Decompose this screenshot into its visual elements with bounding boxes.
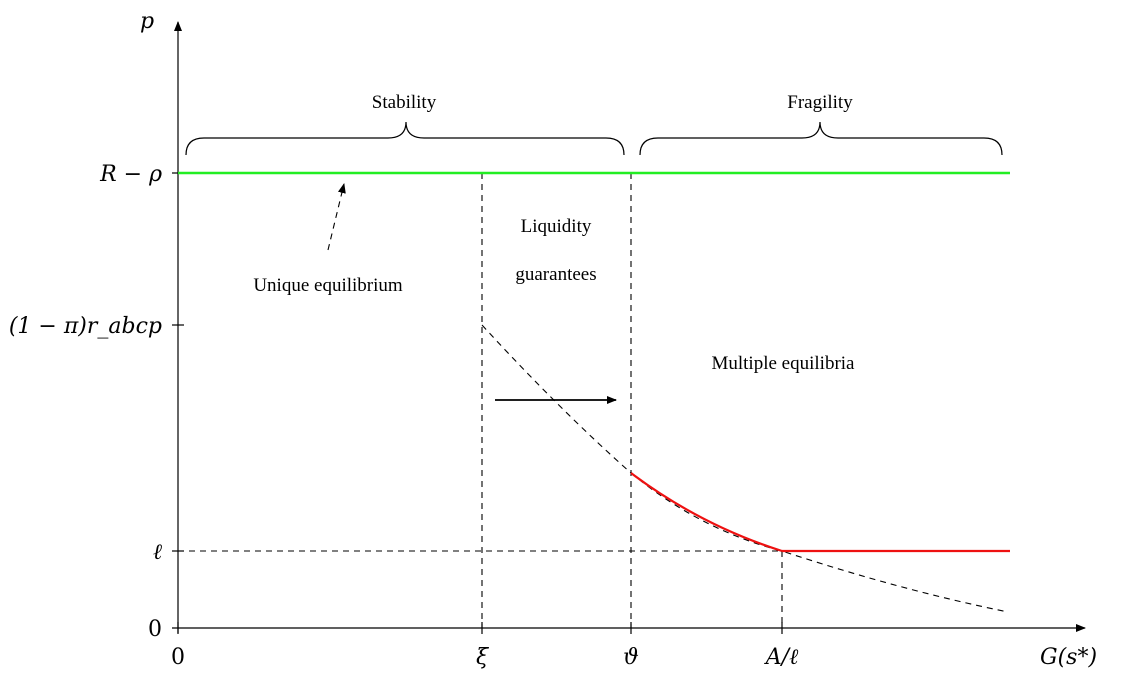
x-tick-label-a-ell: A/ℓ <box>764 645 799 670</box>
x-tick-label-xi: ξ <box>476 645 490 670</box>
unique-equilibrium-label: Unique equilibrium <box>253 275 403 296</box>
unique-equilibrium-arrow <box>327 183 346 251</box>
x-axis-label: G(s*) <box>1040 645 1097 670</box>
y-tick-label-ell: ℓ <box>153 540 163 565</box>
red-price-curve <box>630 472 783 553</box>
dashed-price-curve <box>481 324 1009 613</box>
fragility-brace <box>639 121 1003 156</box>
liquidity-label-line2: guarantees <box>515 264 596 285</box>
x-tick-label-zero: 0 <box>171 645 185 670</box>
x-tick-label-vartheta: ϑ <box>623 645 639 670</box>
stability-label: Stability <box>372 92 437 113</box>
y-axis-label: p <box>140 9 154 34</box>
y-tick-label-abcp: (1 − π)r_abcp <box>9 314 162 339</box>
stability-brace <box>185 121 625 156</box>
fragility-label: Fragility <box>787 92 853 113</box>
y-tick-label-zero: 0 <box>148 617 162 642</box>
multiple-equilibria-label: Multiple equilibria <box>711 353 855 374</box>
liquidity-label-line1: Liquidity <box>521 216 592 237</box>
y-tick-label-r-rho: R − ρ <box>99 162 162 187</box>
